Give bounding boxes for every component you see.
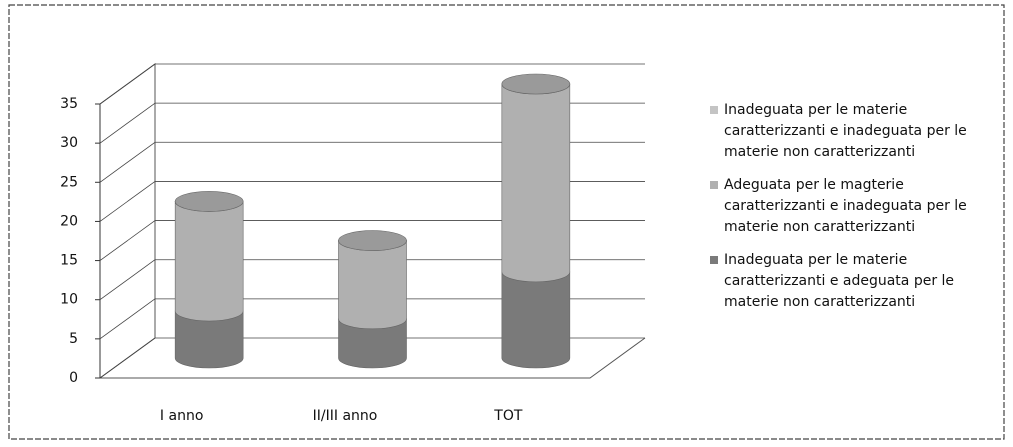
grid-line <box>99 220 156 261</box>
grid-line <box>99 102 156 144</box>
cylinder-segment <box>501 83 571 283</box>
grid-line <box>99 298 156 340</box>
grid-line <box>99 63 156 105</box>
y-tick-label: 0 <box>69 370 78 386</box>
legend-label: Inadeguata per le materie caratterizzant… <box>724 252 955 310</box>
left-wall <box>99 63 156 379</box>
y-tick-label: 30 <box>60 135 78 151</box>
legend-label: Inadeguata per le materie caratterizzant… <box>724 102 967 160</box>
y-tick-label: 20 <box>60 213 78 229</box>
cylinder-segment <box>338 240 407 330</box>
x-tick-label: TOT <box>493 408 523 424</box>
floor <box>100 337 646 379</box>
legend-swatch <box>710 256 718 264</box>
legend-label: Adeguata per le magterie caratterizzanti… <box>724 177 967 235</box>
cylinder-cap <box>338 230 407 251</box>
y-tick-label: 35 <box>60 96 78 112</box>
cylinder-segment <box>174 201 244 322</box>
grid-line <box>99 141 156 183</box>
x-tick-label: I anno <box>160 408 203 424</box>
y-tick-label: 15 <box>60 253 78 269</box>
grid-line <box>99 337 156 379</box>
cylinder-segment <box>174 310 244 369</box>
cylinder-segment <box>501 271 571 369</box>
grid-line <box>99 181 156 222</box>
frame <box>8 4 1005 440</box>
cylinder-segment <box>338 318 407 369</box>
y-tick-label: 5 <box>69 331 78 347</box>
cylinder-cap <box>174 191 244 212</box>
y-tick-label: 25 <box>60 174 78 190</box>
cylinder-cap <box>501 73 571 95</box>
legend-entry: Inadeguata per le materie caratterizzant… <box>710 250 1000 313</box>
legend-entry: Adeguata per le magterie caratterizzanti… <box>710 175 1000 238</box>
legend-entry: Inadeguata per le materie caratterizzant… <box>710 100 1000 163</box>
legend-swatch <box>710 106 718 114</box>
legend: Inadeguata per le materie caratterizzant… <box>710 100 1000 325</box>
x-tick-label: II/III anno <box>313 408 378 424</box>
legend-swatch <box>710 181 718 189</box>
grid-line <box>99 259 156 301</box>
y-tick-label: 10 <box>60 292 78 308</box>
